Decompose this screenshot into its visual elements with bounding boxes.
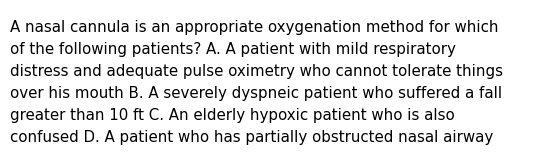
Text: A nasal cannula is an appropriate oxygenation method for which
of the following : A nasal cannula is an appropriate oxygen… [10,20,503,145]
